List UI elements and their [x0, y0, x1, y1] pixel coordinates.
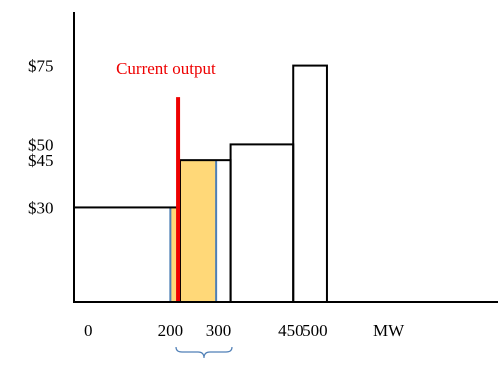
x-tick-label: 0: [84, 321, 93, 340]
y-tick-label: $45: [28, 151, 54, 170]
x-tick-label: 500: [302, 321, 328, 340]
range-bracket: [175, 346, 233, 359]
step-bar-1: [73, 206, 181, 303]
y-tick-label: $75: [28, 57, 54, 76]
y-tick-label: $30: [28, 198, 54, 217]
x-tick-label: 450: [278, 321, 304, 340]
current-output-label: Current output: [116, 59, 216, 78]
y-tick-label: $50: [28, 135, 54, 154]
highlight-range: [170, 160, 217, 302]
x-tick-label: 200: [158, 321, 184, 340]
x-unit-label: MW: [373, 321, 405, 340]
step-bar-4: [292, 64, 328, 303]
x-tick-label: 300: [206, 321, 232, 340]
step-bar-3: [229, 143, 295, 303]
